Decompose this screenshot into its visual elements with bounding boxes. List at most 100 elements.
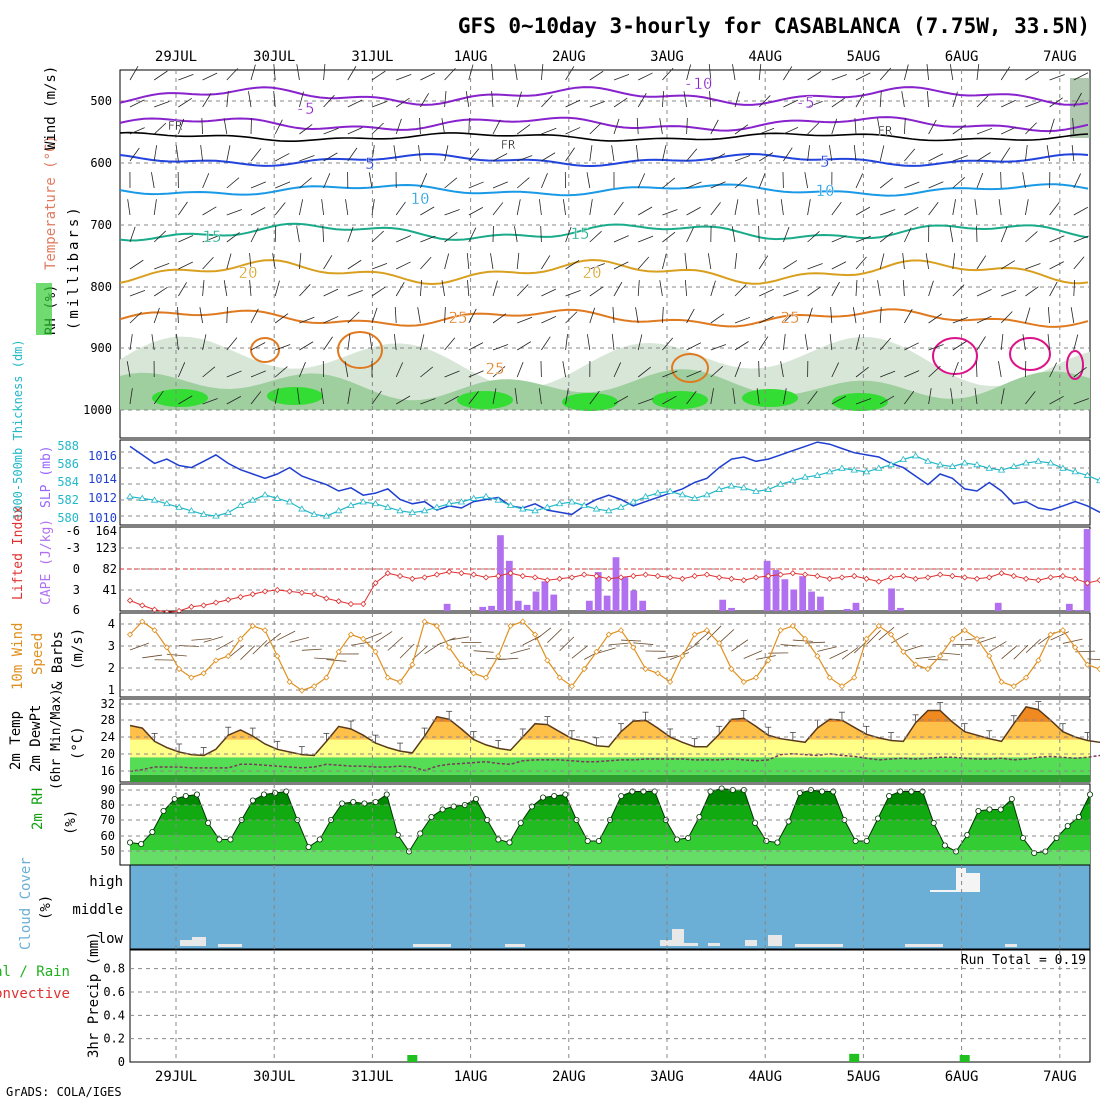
wind-barb bbox=[710, 153, 726, 162]
wind-barb bbox=[151, 172, 155, 189]
wind-barb bbox=[153, 70, 168, 81]
date-label: 3AUG bbox=[650, 49, 684, 65]
wind-barb bbox=[807, 199, 811, 216]
wind-barb bbox=[1049, 235, 1065, 243]
wind-barb bbox=[178, 362, 186, 378]
rh-point bbox=[517, 820, 524, 827]
wind-barb bbox=[541, 152, 556, 162]
credit: GrADS: COLA/IGES bbox=[6, 1085, 122, 1099]
wind-barb bbox=[387, 636, 403, 651]
wind-speed-point bbox=[495, 653, 502, 660]
rh-point bbox=[651, 788, 658, 795]
wind-barb bbox=[1000, 334, 1004, 351]
thickness-point bbox=[997, 466, 1006, 473]
wind-barb bbox=[154, 263, 170, 270]
wind-barb bbox=[925, 253, 929, 270]
wind-barb bbox=[371, 263, 388, 270]
wind-barb bbox=[492, 280, 498, 297]
wind-barb bbox=[565, 388, 569, 405]
top-date-axis: 29JUL 30JUL 31JUL 1AUG 2AUG 3AUG 4AUG 5AUG 6AUG 7… bbox=[155, 49, 1077, 65]
wind-barb bbox=[202, 206, 217, 216]
date-label: 1AUG bbox=[454, 49, 488, 65]
wind-barb bbox=[240, 645, 256, 660]
wind-barb bbox=[731, 226, 736, 243]
wind-barb bbox=[371, 390, 382, 405]
wind-barb bbox=[274, 280, 280, 297]
wind-barb bbox=[831, 74, 847, 81]
wind-speed-point bbox=[1023, 674, 1030, 681]
rh-point bbox=[1031, 850, 1038, 857]
wind-barb bbox=[201, 117, 203, 135]
wind-barb bbox=[299, 284, 311, 297]
contour-label: 25 bbox=[448, 308, 467, 327]
li-point bbox=[581, 571, 588, 578]
cloud-high-block bbox=[956, 868, 966, 892]
thickness-point bbox=[1071, 468, 1079, 475]
wind-barb bbox=[441, 118, 445, 135]
wind-barb bbox=[534, 627, 552, 641]
thickness-point bbox=[568, 498, 576, 505]
wind-barb bbox=[492, 119, 501, 135]
wind-barb bbox=[783, 126, 799, 135]
li-point bbox=[593, 572, 600, 580]
wind-barb bbox=[636, 118, 639, 135]
y-tick-label: 123 bbox=[95, 541, 117, 555]
wind-speed-point bbox=[765, 657, 772, 664]
li-point bbox=[826, 575, 833, 582]
wind-barb bbox=[734, 91, 740, 108]
wind-barb bbox=[1025, 122, 1037, 135]
wind-barb bbox=[444, 177, 458, 189]
y-tick-label: 1014 bbox=[88, 472, 117, 486]
wind-barb bbox=[880, 209, 896, 216]
cloud-level-low: low bbox=[98, 931, 124, 947]
wind-barb bbox=[296, 226, 300, 243]
wind-barb bbox=[565, 66, 575, 81]
rh-point bbox=[796, 790, 803, 797]
thickness-point bbox=[825, 468, 834, 475]
wind-speed-point bbox=[826, 674, 833, 681]
wind-speed-point bbox=[851, 674, 858, 681]
wind-barb bbox=[1049, 118, 1055, 135]
li-point bbox=[752, 574, 760, 581]
wind-speed-point bbox=[323, 674, 330, 681]
thickness-point bbox=[224, 508, 232, 516]
y-tick-label: 0.2 bbox=[103, 1032, 125, 1046]
date-label: 6AUG bbox=[945, 49, 979, 65]
li-point bbox=[728, 575, 735, 582]
thickness-point bbox=[396, 507, 404, 514]
wind-barb bbox=[657, 655, 678, 659]
li-point bbox=[765, 572, 772, 580]
wind-barb bbox=[928, 153, 944, 162]
wind-barb bbox=[153, 390, 164, 405]
wind-barb bbox=[734, 361, 742, 378]
wind-barb bbox=[637, 92, 647, 108]
wind-speed-point bbox=[654, 670, 661, 677]
precip-label-2: Convective bbox=[0, 986, 70, 1002]
wind-barb bbox=[852, 307, 857, 324]
precip-bar bbox=[407, 1055, 418, 1062]
wind-barb bbox=[596, 647, 616, 654]
wind-barb bbox=[928, 280, 934, 297]
contour-label: 10 bbox=[815, 181, 834, 200]
li-point bbox=[1023, 575, 1030, 582]
wind-barb bbox=[710, 313, 725, 324]
wind-barb bbox=[998, 361, 1002, 378]
cape-bar bbox=[781, 579, 789, 611]
wind-barb bbox=[396, 261, 411, 270]
wind-barb bbox=[371, 230, 384, 243]
wind-barb bbox=[928, 181, 944, 189]
wind-barb bbox=[1025, 307, 1031, 324]
wind-barb bbox=[709, 91, 712, 108]
wind-barb bbox=[299, 316, 315, 324]
thickness-point bbox=[617, 503, 625, 510]
wind-barb bbox=[177, 307, 179, 324]
rh-point bbox=[874, 815, 881, 822]
temp-contour bbox=[119, 86, 1089, 106]
thickness-point bbox=[384, 503, 392, 510]
cape-bar bbox=[612, 557, 620, 611]
rh-point bbox=[506, 839, 513, 846]
wind-speed-point bbox=[433, 622, 440, 629]
run-total: Run Total = 0.19 bbox=[961, 953, 1086, 968]
wind-barb bbox=[758, 255, 769, 270]
cape-panel: -6 -3 0 3 6 164 123 82 41 Lifted Index CAPE (J/k… bbox=[11, 506, 1100, 617]
